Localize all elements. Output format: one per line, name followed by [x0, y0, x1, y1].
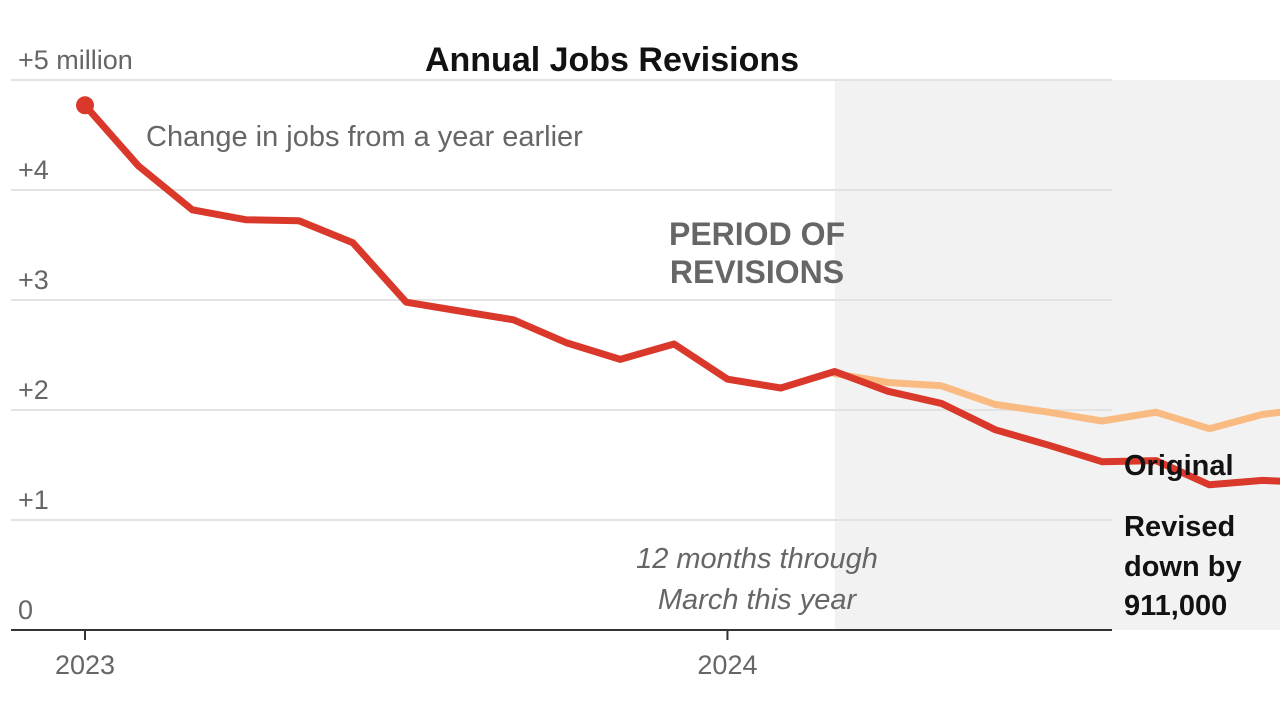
y-tick-label: +3	[18, 265, 49, 295]
y-tick-label: +2	[18, 375, 49, 405]
x-tick-label: 2023	[55, 650, 115, 680]
period-note-line-1: 12 months through	[636, 543, 878, 575]
series-start-point-revised	[76, 96, 94, 115]
series-line-original	[831, 370, 1280, 433]
series-label-original: Original	[1124, 450, 1234, 482]
y-tick-label: +5 million	[18, 45, 133, 75]
y-tick-label: +4	[18, 155, 49, 185]
series-label-revised-line-3: 911,000	[1124, 590, 1227, 622]
chart-subtitle: Change in jobs from a year earlier	[146, 121, 583, 153]
x-tick-label: 2024	[697, 650, 757, 680]
chart-title: Annual Jobs Revisions	[425, 41, 799, 79]
period-note-line-2: March this year	[658, 584, 858, 616]
period-label-line-1: PERIOD OF	[669, 216, 845, 252]
series-line-revised	[81, 101, 1280, 489]
series-label-revised-line-2: down by	[1124, 551, 1242, 583]
y-tick-label: 0	[18, 595, 33, 625]
series-label-revised-line-1: Revised	[1124, 511, 1235, 543]
period-label-line-2: REVISIONS	[670, 254, 844, 290]
period-of-revisions-shade	[834, 80, 1280, 630]
y-tick-label: +1	[18, 485, 49, 515]
